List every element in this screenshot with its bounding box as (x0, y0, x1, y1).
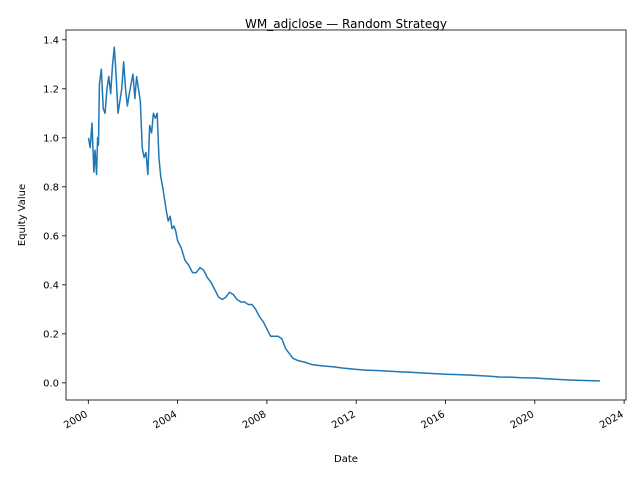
y-axis: 0.0 0.2 0.4 0.6 0.8 1.0 1.2 1.4 (43, 35, 66, 389)
y-tick-label: 1.4 (43, 35, 59, 46)
y-tick-label: 0.6 (43, 231, 59, 242)
y-axis-title: Equity Value (17, 184, 28, 246)
y-tick-label: 0.8 (43, 182, 59, 193)
chart-title: WM_adjclose — Random Strategy (245, 17, 447, 31)
series-line-0 (87, 46, 600, 382)
y-tick-label: 0.4 (43, 280, 59, 291)
y-tick-label: 1.0 (43, 133, 59, 144)
data-layer (87, 46, 600, 382)
y-tick-label: 0.2 (43, 329, 59, 340)
y-tick-label: 1.2 (43, 84, 59, 95)
y-tick-label: 0.0 (43, 378, 59, 389)
plot-area-frame (65, 29, 627, 401)
x-axis-title: Date (334, 454, 358, 465)
